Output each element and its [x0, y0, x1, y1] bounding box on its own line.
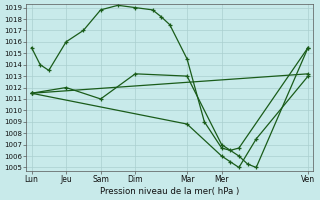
- X-axis label: Pression niveau de la mer( hPa ): Pression niveau de la mer( hPa ): [100, 187, 239, 196]
